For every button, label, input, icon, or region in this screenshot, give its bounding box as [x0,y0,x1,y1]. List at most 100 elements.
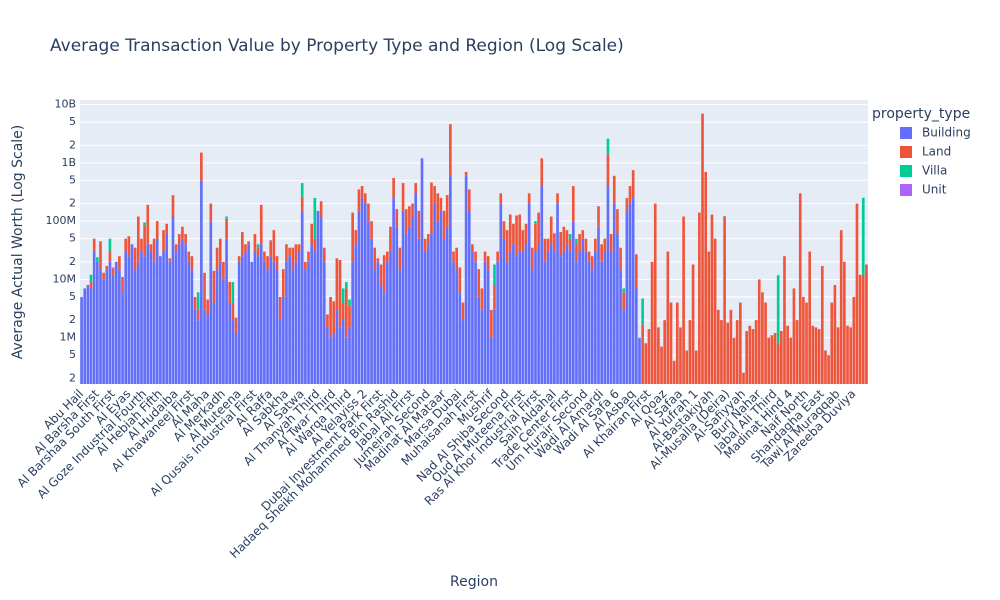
bar-segment [269,240,273,242]
bar-segment [600,244,603,262]
bar-segment [675,302,679,384]
bar-segment [587,261,591,384]
bar-segment [612,203,616,384]
bar-segment [508,251,512,384]
bar-segment [691,264,695,384]
bar-segment [530,247,534,270]
bar-segment [250,261,254,384]
bar-segment [231,320,235,384]
bar-segment [313,251,317,384]
bar-segment [111,267,115,270]
bar-segment [411,216,414,384]
legend-label[interactable]: Building [922,126,971,140]
bar-segment [556,203,559,384]
bar-segment [616,234,619,384]
bar-segment [357,210,361,384]
bar-segment [426,234,430,245]
bar-segment [269,241,273,257]
bar-segment [108,251,112,262]
bar-segment [628,203,632,384]
bar-segment [111,269,115,275]
legend-swatch[interactable] [900,146,912,158]
bar-segment [363,193,367,204]
bar-segment [493,264,496,286]
bar-segment [616,209,619,235]
legend-label[interactable]: Land [922,145,951,159]
bar-segment [798,193,802,384]
bar-segment [729,309,733,384]
bar-segment [789,337,793,384]
y-tick-label: 1M [60,331,77,344]
bar-segment [322,247,326,262]
bar-segment [562,251,566,384]
bar-segment [597,206,600,227]
bar-segment [540,158,544,187]
bar-segment [291,269,295,384]
bar-segment [653,203,657,384]
bar-segment [228,302,232,384]
y-tick-label: 10M [53,272,77,285]
bar-segment [155,238,159,384]
bar-segment [385,251,389,262]
bar-segment [411,203,414,217]
bar-segment [269,256,273,384]
bar-segment [285,244,288,262]
bar-segment [486,269,490,384]
bar-segment [452,261,455,384]
bar-segment [477,269,481,297]
bar-segment [742,372,745,384]
bar-segment [124,251,128,384]
bar-segment [458,267,462,293]
legend-swatch[interactable] [900,184,912,196]
bar-segment [452,251,455,262]
bar-segment [212,302,216,384]
bar-segment [307,251,310,262]
bar-segment [732,337,736,384]
bar-segment [398,269,402,384]
bar-segment [300,183,304,198]
bar-segment [814,327,818,384]
bar-segment [512,223,515,245]
bar-segment [773,333,777,384]
bar-segment [187,261,191,384]
bar-segment [395,226,399,384]
bar-segment [196,309,200,321]
bar-segment [313,238,317,252]
bar-segment [436,221,440,384]
bar-segment [549,244,553,384]
bar-segment [824,350,827,384]
bar-segment [625,210,629,384]
bar-segment [96,257,99,262]
bar-segment [594,251,597,384]
bar-segment [820,265,824,384]
bar-segment [710,214,714,384]
legend-label[interactable]: Villa [922,164,947,178]
bar-segment [594,238,597,252]
bar-segment [234,333,238,384]
bar-segment [370,238,373,384]
bar-segment [300,210,304,384]
legend-label[interactable]: Unit [922,183,947,197]
legend-swatch[interactable] [900,127,912,139]
bar-segment [89,282,93,289]
bar-segment [313,197,317,239]
bar-segment [802,296,805,384]
bar-segment [130,244,134,384]
bar-segment [118,269,121,384]
bar-segment [152,261,156,384]
bar-segment [508,214,512,252]
legend-swatch[interactable] [900,165,912,177]
bar-segment [395,209,399,227]
bar-segment [609,234,613,252]
bar-segment [568,234,572,239]
bar-segment [764,302,767,384]
bar-segment [348,327,351,384]
bar-segment [146,244,150,384]
bar-segment [114,261,118,384]
bar-segment [817,329,821,384]
bar-segment [367,203,370,222]
bar-segment [688,320,692,384]
bar-segment [430,234,433,384]
bar-segment [575,238,578,245]
